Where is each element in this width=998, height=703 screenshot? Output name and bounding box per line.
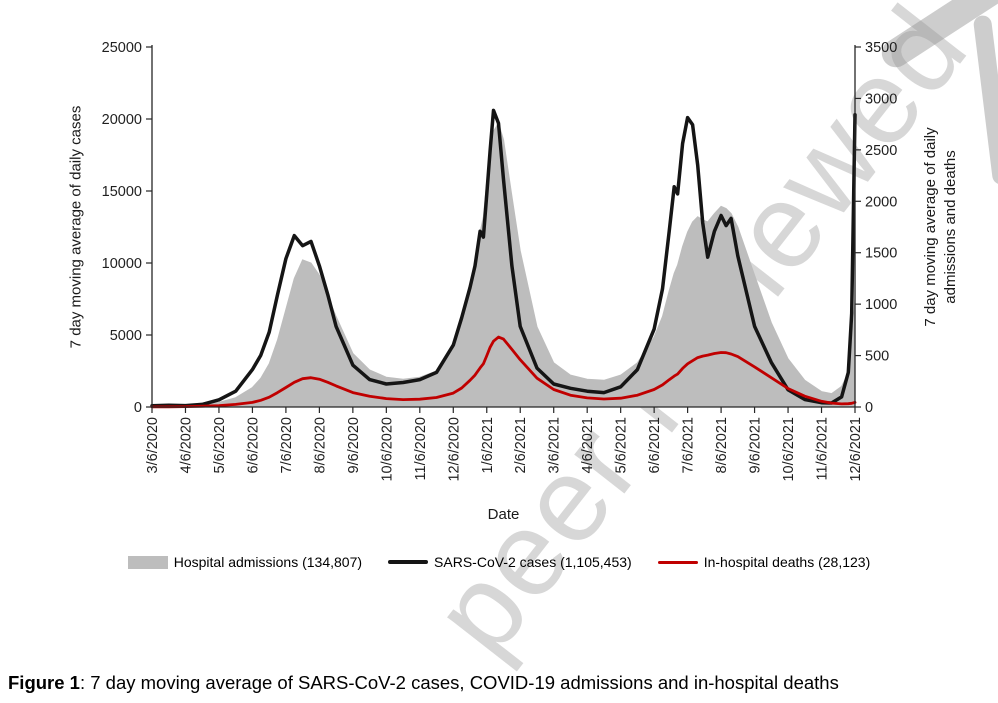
right-axis-tick-label: 3000	[865, 91, 897, 107]
x-axis-tick-label: 11/6/2021	[815, 417, 831, 480]
x-axis-tick-label: 7/6/2021	[681, 417, 697, 473]
left-axis-tick-label: 0	[134, 400, 142, 416]
x-axis-tick-label: 10/6/2021	[781, 417, 797, 482]
x-axis-tick-label: 5/6/2020	[212, 417, 228, 473]
x-axis-tick-label: 9/6/2020	[346, 417, 362, 473]
chart-tick-labels: 0 5000 10000 15000 20000 25000 0 500 1000 1500 200…	[102, 40, 898, 482]
deaths-swatch	[657, 560, 698, 564]
x-axis-tick-label: 7/6/2020	[279, 417, 295, 473]
x-axis-tick-label: 4/6/2021	[580, 417, 596, 473]
cases-line	[150, 108, 857, 408]
right-axis-tick-label: 1500	[865, 246, 897, 262]
x-axis-tick-label: 10/6/2020	[379, 417, 395, 482]
legend: Hospital admissions (134,807) SARS-CoV-2…	[0, 554, 998, 570]
chart-svg: 0 5000 10000 15000 20000 25000 0 500 1000 1500 200…	[102, 40, 898, 482]
admissions-area	[151, 121, 856, 408]
x-axis-tick-label: 3/6/2021	[547, 417, 563, 473]
figure-caption-text: : 7 day moving average of SARS-CoV-2 cas…	[79, 672, 839, 693]
x-axis-tick-label: 12/6/2020	[446, 417, 462, 482]
left-axis-title: 7 day moving average of daily cases	[67, 105, 85, 349]
admissions-swatch	[127, 555, 168, 569]
legend-label-deaths: In-hospital deaths (28,123)	[703, 554, 871, 570]
right-axis-tick-label: 500	[865, 349, 889, 365]
right-axis-tick-label: 3500	[865, 40, 897, 56]
x-axis-tick-label: 11/6/2020	[413, 417, 429, 480]
left-axis-tick-label: 5000	[110, 328, 142, 344]
x-axis-tick-label: 8/6/2020	[312, 417, 328, 473]
left-axis-tick-label: 20000	[102, 112, 142, 128]
figure-caption-label: Figure 1	[8, 672, 80, 693]
right-axis-title-line1: 7 day moving average of daily	[921, 127, 939, 327]
x-axis-tick-label: 8/6/2021	[714, 417, 730, 473]
x-axis-tick-label: 1/6/2021	[480, 417, 496, 473]
right-axis-title-line2: admissions and deaths	[942, 150, 959, 304]
x-axis-tick-label: 6/6/2020	[245, 417, 261, 473]
right-axis-title: 7 day moving average of daily admissions…	[921, 127, 962, 326]
right-axis-tick-label: 0	[865, 400, 873, 416]
x-axis-title: Date	[487, 506, 520, 523]
left-axis-tick-label: 15000	[102, 184, 142, 200]
legend-item-cases: SARS-CoV-2 cases (1,105,453)	[388, 554, 632, 570]
left-axis-tick-label: 25000	[102, 40, 142, 56]
x-axis-tick-label: 5/6/2021	[614, 417, 630, 473]
x-axis-tick-label: 6/6/2021	[647, 417, 663, 473]
cases-swatch	[388, 560, 429, 564]
x-axis-tick-label: 9/6/2021	[748, 417, 764, 473]
right-axis-tick-label: 2500	[865, 143, 897, 159]
left-axis-tick-label: 10000	[102, 256, 142, 272]
legend-item-deaths: In-hospital deaths (28,123)	[657, 554, 871, 570]
right-axis-tick-label: 2000	[865, 194, 897, 210]
legend-label-admissions: Hospital admissions (134,807)	[173, 554, 363, 570]
deaths-line	[150, 335, 857, 409]
x-axis-tick-label: 12/6/2021	[848, 417, 864, 482]
x-axis-tick-label: 2/6/2021	[513, 417, 529, 473]
figure-caption: Figure 1: 7 day moving average of SARS-C…	[8, 672, 996, 694]
legend-item-admissions: Hospital admissions (134,807)	[127, 554, 363, 570]
x-axis-tick-label: 3/6/2020	[145, 417, 161, 473]
right-axis-tick-label: 1000	[865, 297, 897, 313]
legend-label-cases: SARS-CoV-2 cases (1,105,453)	[434, 554, 632, 570]
chart-axes	[146, 45, 861, 413]
x-axis-tick-label: 4/6/2020	[178, 417, 194, 473]
